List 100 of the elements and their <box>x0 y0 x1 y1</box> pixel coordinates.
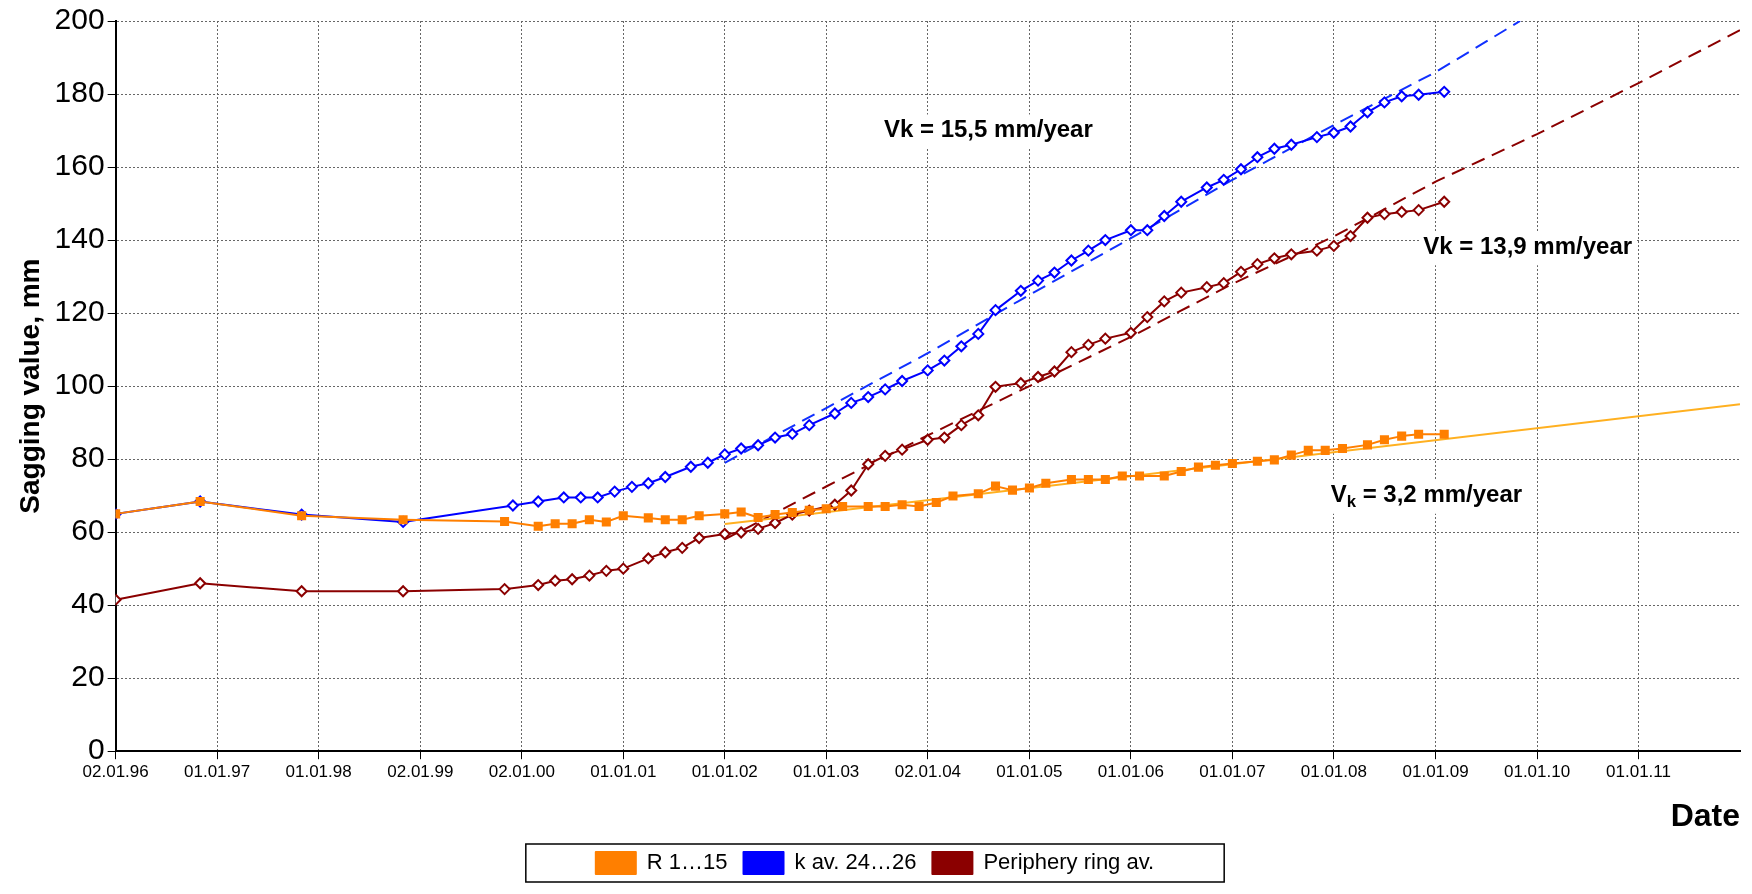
point <box>938 354 951 367</box>
point <box>533 521 543 531</box>
x-tick-label: 01.01.07 <box>1199 762 1266 782</box>
y-tick-label: 40 <box>71 586 105 620</box>
point <box>752 439 765 452</box>
x-tick-label: 01.01.97 <box>184 762 251 782</box>
point <box>845 484 858 497</box>
point <box>1048 266 1061 279</box>
x-tick-label: 02.01.04 <box>894 762 962 782</box>
point <box>584 515 594 525</box>
point <box>955 419 968 432</box>
point <box>1024 483 1034 493</box>
legend-label: R 1…15 <box>646 849 728 875</box>
point <box>1395 205 1408 218</box>
point <box>1438 195 1451 208</box>
point <box>989 380 1002 393</box>
point <box>921 364 934 377</box>
point <box>1158 295 1171 308</box>
point <box>1158 209 1171 222</box>
point <box>506 499 519 512</box>
point <box>1320 445 1330 455</box>
point <box>557 491 570 504</box>
point <box>1378 208 1391 221</box>
point <box>938 431 951 444</box>
point <box>972 409 985 422</box>
point <box>1176 467 1186 477</box>
point <box>821 504 831 514</box>
point <box>1082 244 1095 257</box>
point <box>549 574 562 587</box>
point <box>862 391 875 404</box>
x-tick-label: 01.01.03 <box>793 762 860 782</box>
annotation: Vk = 15,5 mm/year <box>883 115 1093 143</box>
point <box>862 458 875 471</box>
y-tick-label: 160 <box>54 148 105 182</box>
point <box>1234 265 1247 278</box>
point <box>879 383 892 396</box>
point <box>194 577 207 590</box>
point <box>660 515 670 525</box>
point <box>787 507 797 517</box>
point <box>1200 281 1213 294</box>
point <box>896 374 909 387</box>
point <box>659 546 672 559</box>
point <box>921 433 934 446</box>
point <box>972 327 985 340</box>
point <box>566 573 579 586</box>
point <box>838 502 848 512</box>
point <box>1252 456 1262 466</box>
point <box>1268 252 1281 265</box>
x-tick-label: 01.01.01 <box>590 762 657 782</box>
point <box>608 485 621 498</box>
point <box>1065 346 1078 359</box>
point <box>1193 462 1203 472</box>
point <box>583 569 596 582</box>
point <box>1310 131 1323 144</box>
annotation: Vk = 13,9 mm/year <box>1423 231 1633 259</box>
point <box>1083 475 1093 485</box>
point <box>1344 120 1357 133</box>
point <box>752 522 765 535</box>
point <box>1327 126 1340 139</box>
point <box>1234 163 1247 176</box>
y-tick-label: 120 <box>54 294 105 328</box>
point <box>720 509 730 519</box>
point <box>1159 471 1169 481</box>
point <box>1124 326 1137 339</box>
x-tick-label: 01.01.08 <box>1300 762 1367 782</box>
point <box>770 510 780 520</box>
point <box>718 448 731 461</box>
point <box>1065 254 1078 267</box>
y-tick-label: 80 <box>71 440 105 474</box>
point <box>955 340 968 353</box>
point <box>643 513 653 523</box>
point <box>803 419 816 432</box>
point <box>532 495 545 508</box>
point <box>1175 195 1188 208</box>
point <box>1412 88 1425 101</box>
point <box>1099 234 1112 247</box>
point <box>896 443 909 456</box>
point <box>914 502 924 512</box>
y-tick-label: 140 <box>54 221 105 255</box>
point <box>1134 471 1145 481</box>
point <box>1217 173 1230 186</box>
point <box>897 500 907 510</box>
x-tick-label: 01.01.09 <box>1402 762 1469 782</box>
point <box>1303 445 1313 455</box>
point <box>1032 370 1045 383</box>
point <box>1048 365 1061 378</box>
point <box>1439 429 1449 439</box>
x-tick-label: 01.01.10 <box>1503 762 1571 782</box>
point <box>642 552 655 565</box>
point <box>1438 85 1451 98</box>
point <box>1412 204 1425 217</box>
x-tick-label: 02.01.00 <box>488 762 555 782</box>
point <box>1032 274 1045 287</box>
point <box>1337 444 1347 454</box>
point <box>931 498 941 508</box>
y-tick-label: 20 <box>71 659 105 693</box>
x-tick-label: 01.01.05 <box>996 762 1063 782</box>
point <box>1041 478 1051 488</box>
point <box>1210 460 1220 470</box>
point <box>397 585 410 598</box>
